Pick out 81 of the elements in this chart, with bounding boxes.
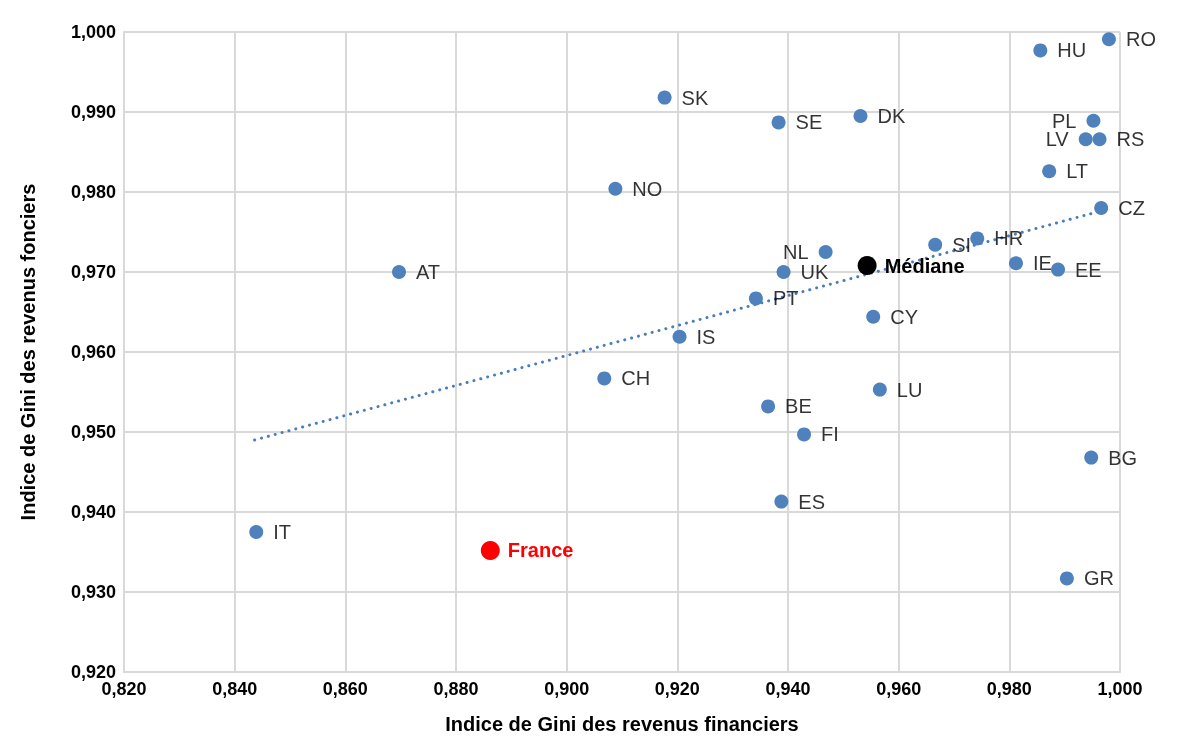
point [392, 265, 407, 279]
point [1084, 450, 1099, 465]
point [1078, 132, 1093, 147]
point [853, 109, 868, 123]
y-tick-label: 1,000 [70, 22, 116, 42]
y-axis-title: Indice de Gini des revenus fonciers [17, 183, 39, 521]
point [771, 115, 786, 130]
annotation: RO [1125, 28, 1156, 51]
annotation: CH [621, 367, 651, 390]
annotation: SE [795, 111, 823, 134]
point [872, 382, 887, 397]
x-tick-label: 0,880 [433, 679, 479, 699]
point [1092, 132, 1107, 147]
point [1033, 43, 1048, 58]
point [818, 245, 833, 259]
point [1094, 201, 1109, 215]
annotation: NL [783, 241, 809, 263]
x-tick-label: 0,980 [986, 679, 1032, 699]
point [748, 291, 763, 306]
series-label: Médiane [884, 254, 965, 277]
point [857, 256, 877, 276]
annotation: IT [273, 521, 292, 543]
point [1042, 164, 1057, 179]
annotation: DK [877, 105, 906, 127]
point [1086, 113, 1101, 128]
point [1051, 262, 1066, 277]
annotation: LT [1066, 160, 1089, 183]
y-tick-label: 0,980 [70, 182, 116, 202]
point [761, 399, 776, 414]
x-tick-label: 1,000 [1097, 679, 1143, 699]
annotation: SI [952, 233, 972, 256]
y-tick-label: 0,990 [70, 102, 116, 122]
point [1059, 571, 1074, 586]
point [608, 181, 623, 196]
y-tick-label: 0,950 [70, 422, 116, 442]
annotation: RS [1116, 128, 1145, 151]
x-tick-label: 0,960 [876, 679, 922, 699]
point [776, 265, 791, 279]
point [866, 309, 881, 324]
annotation: SK [681, 86, 709, 109]
annotation: CZ [1118, 197, 1145, 219]
x-tick-label: 0,940 [765, 679, 811, 699]
annotation: AT [416, 261, 441, 283]
annotation: IS [696, 325, 716, 348]
annotation: LU [896, 378, 923, 401]
y-tick-label: 0,940 [70, 502, 116, 522]
annotation: IE [1032, 252, 1052, 275]
point [672, 329, 687, 344]
annotation: NO [632, 177, 663, 200]
annotation: PT [772, 287, 799, 310]
x-tick-label: 0,820 [101, 679, 147, 699]
annotation: GR [1083, 567, 1114, 590]
annotation: FI [821, 423, 839, 446]
point [249, 525, 264, 539]
annotation: ES [798, 490, 826, 513]
point [1101, 32, 1116, 47]
point [657, 90, 672, 105]
annotation: BG [1108, 446, 1138, 469]
x-tick-label: 0,840 [212, 679, 258, 699]
y-tick-label: 0,960 [70, 342, 116, 362]
annotation: CY [890, 305, 919, 328]
y-tick-label: 0,970 [70, 262, 116, 282]
point [774, 494, 789, 509]
y-tick-label: 0,920 [70, 662, 116, 682]
x-tick-label: 0,920 [654, 679, 700, 699]
annotation: UK [800, 261, 830, 283]
annotation: BE [785, 395, 812, 418]
annotation: EE [1075, 258, 1102, 281]
annotation: HU [1057, 39, 1087, 62]
point [480, 540, 500, 560]
point [928, 237, 943, 252]
x-tick-label: 0,860 [322, 679, 368, 699]
point [597, 371, 612, 386]
point [1008, 256, 1023, 271]
point [970, 231, 985, 246]
x-tick-label: 0,900 [544, 679, 590, 699]
y-tick-label: 0,930 [70, 582, 116, 602]
point [797, 427, 812, 442]
series-label: France [507, 539, 574, 562]
x-axis-title: Indice de Gini des revenus financiers [445, 713, 799, 735]
annotation: HR [994, 227, 1024, 250]
